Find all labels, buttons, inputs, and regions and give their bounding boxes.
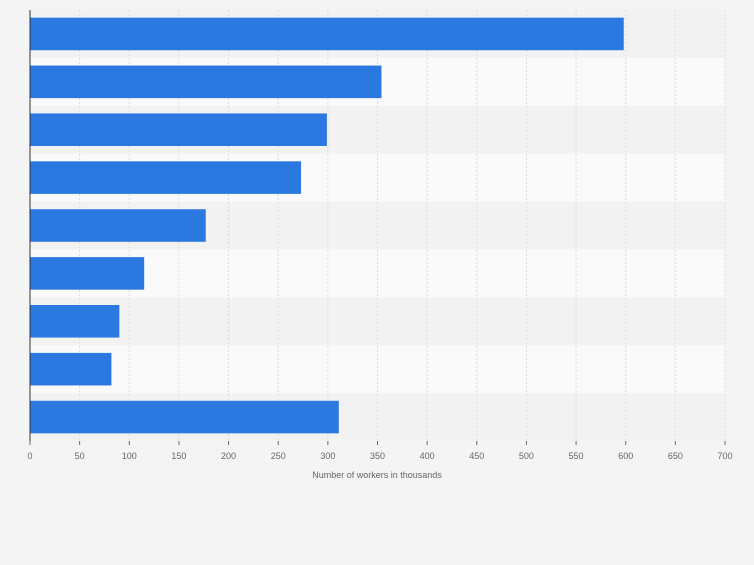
x-tick-label: 600 [618, 451, 633, 461]
x-tick-label: 450 [469, 451, 484, 461]
bar [30, 400, 339, 434]
x-tick-label: 250 [271, 451, 286, 461]
row-band [30, 297, 725, 346]
x-tick-label: 200 [221, 451, 236, 461]
row-band [30, 345, 725, 394]
bar [30, 17, 624, 51]
x-tick-label: 500 [519, 451, 534, 461]
bar [30, 113, 327, 147]
x-tick-label: 300 [320, 451, 335, 461]
bar [30, 304, 120, 338]
bar [30, 65, 382, 99]
x-tick-label: 100 [122, 451, 137, 461]
x-tick-label: 550 [569, 451, 584, 461]
bar [30, 209, 206, 242]
x-tick-label: 700 [717, 451, 732, 461]
bars [30, 17, 624, 434]
x-tick-label: 400 [420, 451, 435, 461]
x-tick-label: 150 [171, 451, 186, 461]
x-axis-ticks: 0 50 100 150 200 250 300 350 400 450 500 550 600 650 7… [27, 441, 733, 461]
x-tick-label: 650 [668, 451, 683, 461]
bar [30, 161, 302, 194]
row-band [30, 249, 725, 298]
bar [30, 352, 112, 386]
x-tick-label: 0 [27, 451, 32, 461]
bar [30, 257, 145, 290]
x-tick-label: 350 [370, 451, 385, 461]
x-tick-label: 50 [75, 451, 85, 461]
x-axis-title: Number of workers in thousands [312, 470, 442, 480]
